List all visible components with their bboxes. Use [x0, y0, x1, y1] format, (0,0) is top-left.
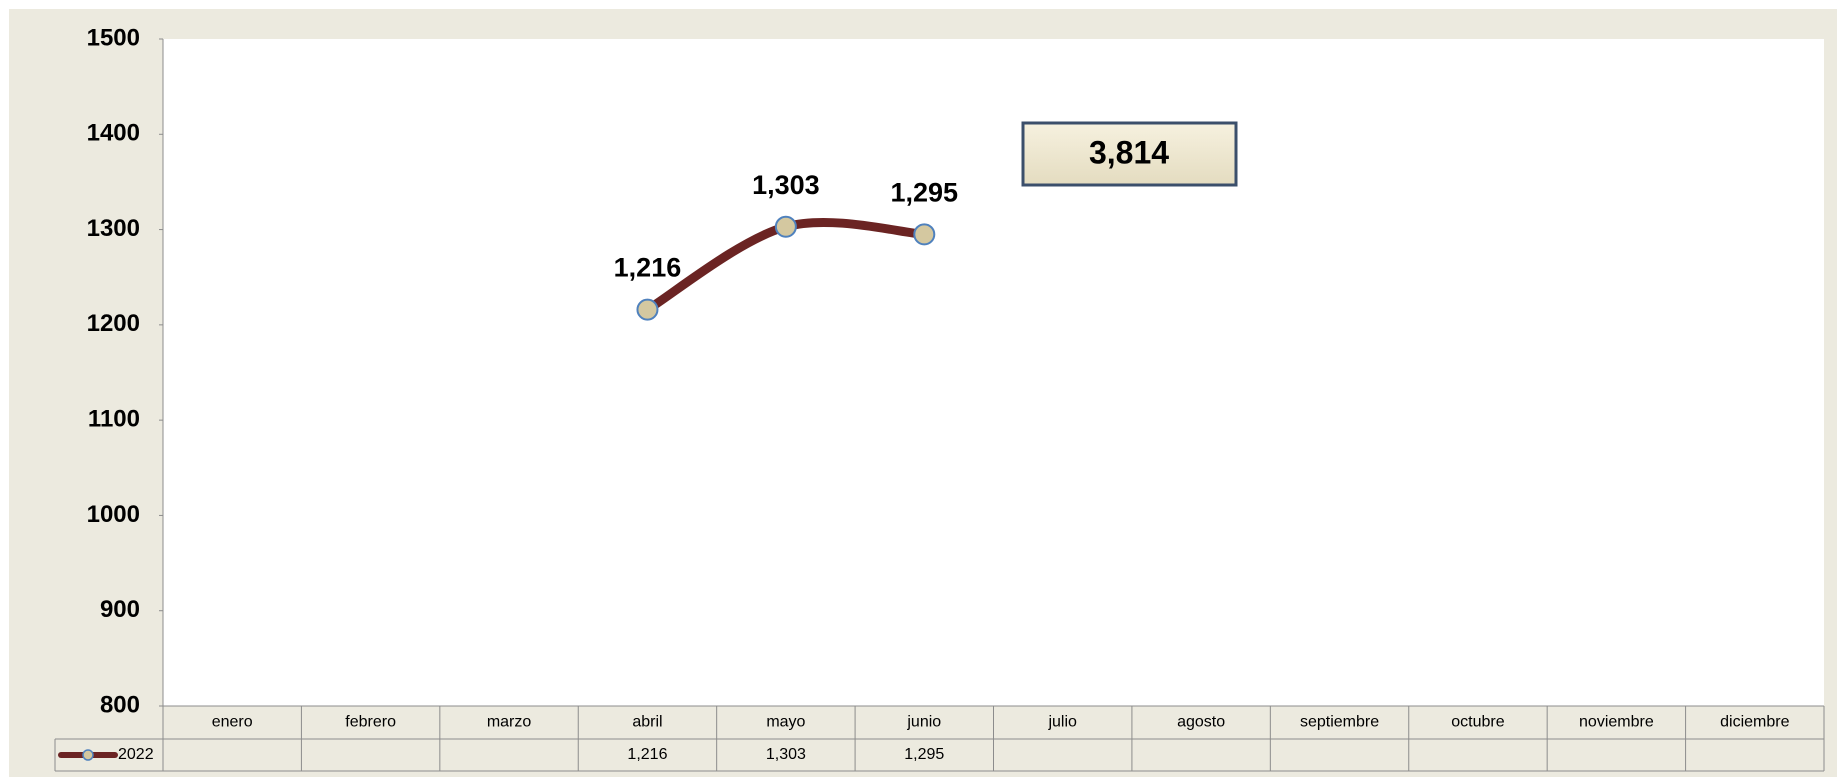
total-box: 3,814: [1021, 121, 1238, 187]
x-tick-label: junio: [906, 714, 941, 731]
x-tick-label: septiembre: [1300, 714, 1379, 731]
y-tick-label: 1200: [87, 310, 140, 337]
x-tick-label: agosto: [1177, 714, 1225, 731]
legend-label: 2022: [118, 746, 154, 763]
y-tick-label: 800: [100, 691, 140, 718]
y-tick-label: 1100: [88, 405, 140, 432]
y-tick-label: 1400: [87, 120, 140, 147]
data-label: 1,295: [891, 177, 959, 207]
data-label: 1,303: [752, 170, 820, 200]
total-box-frame: [1021, 121, 1238, 187]
data-label: 1,216: [614, 253, 682, 283]
x-tick-label: octubre: [1451, 714, 1504, 731]
legend-marker: [82, 749, 94, 761]
x-tick-label: marzo: [487, 714, 532, 731]
data-point: [636, 298, 659, 321]
x-tick-label: febrero: [345, 714, 396, 731]
x-tick-label: enero: [212, 714, 253, 731]
x-tick-label: noviembre: [1579, 714, 1654, 731]
y-tick-label: 900: [100, 596, 140, 623]
y-tick-label: 1500: [87, 24, 140, 51]
x-tick-label: julio: [1047, 714, 1077, 731]
data-point: [913, 223, 936, 246]
table-value: 1,295: [904, 746, 944, 763]
total-label: 3,814: [1089, 134, 1169, 170]
x-tick-label: abril: [632, 714, 662, 731]
y-tick-label: 1300: [87, 215, 140, 242]
x-tick-label: diciembre: [1720, 714, 1789, 731]
data-point: [774, 215, 797, 238]
table-value: 1,216: [627, 746, 667, 763]
table-value: 1,303: [766, 746, 806, 763]
y-tick-label: 1000: [87, 501, 140, 528]
plot-area: [163, 39, 1824, 706]
x-tick-label: mayo: [766, 714, 805, 731]
